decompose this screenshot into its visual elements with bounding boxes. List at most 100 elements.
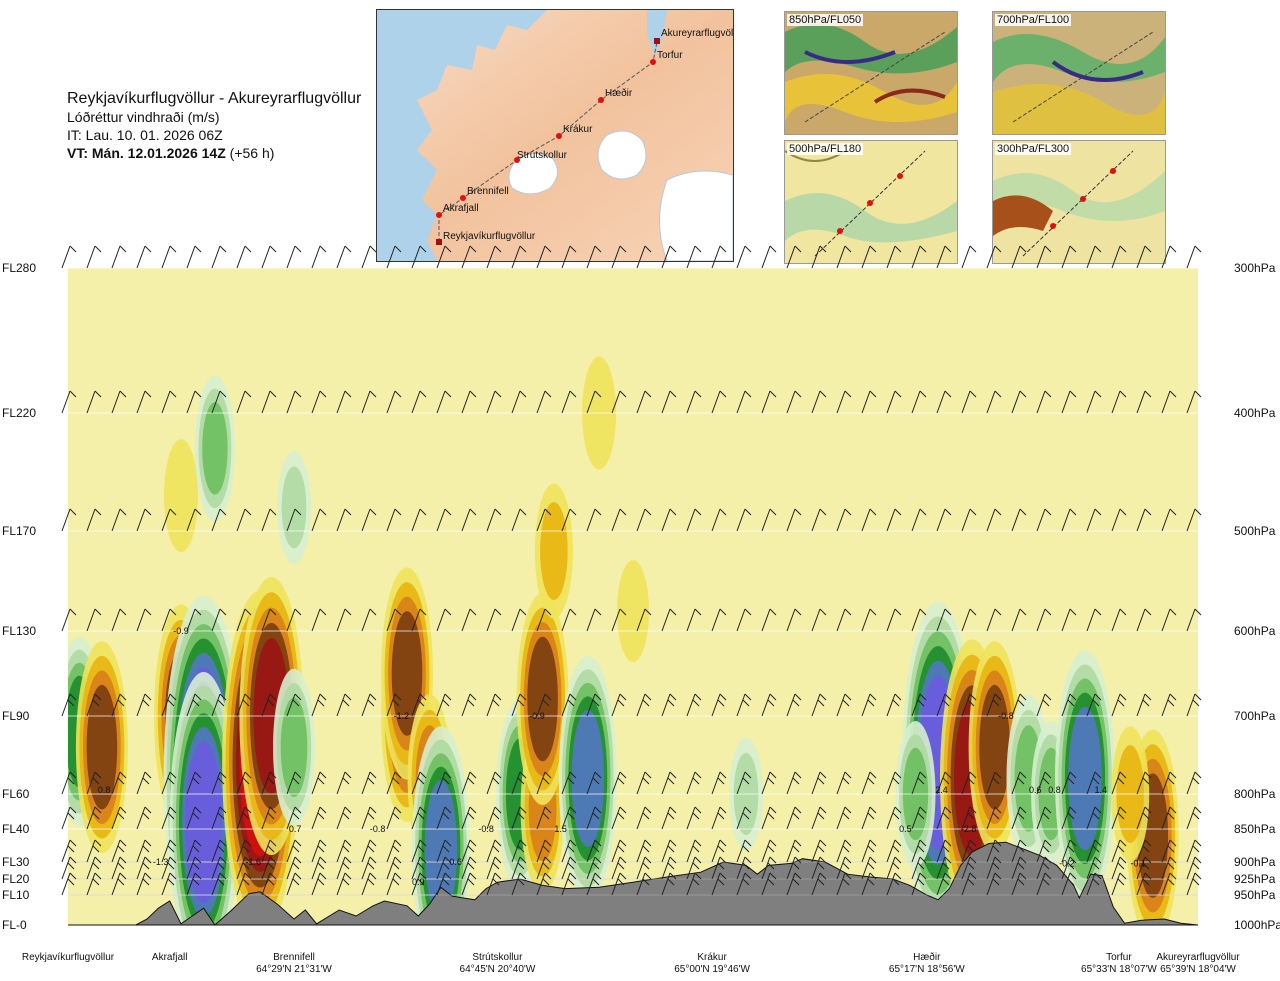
- wind-barb-feather: [744, 508, 752, 516]
- fl-label-4: FL90: [2, 709, 30, 723]
- wind-barb-feather: [969, 390, 977, 398]
- wind-barb-feather: [669, 839, 677, 847]
- wind-barb-feather-2: [392, 878, 400, 886]
- wind-barb-staff: [561, 872, 571, 896]
- wind-barb-staff: [361, 771, 371, 795]
- wind-barb-feather: [369, 806, 377, 814]
- wind-barb-staff: [136, 771, 146, 795]
- wind-barb-feather: [819, 806, 827, 814]
- wind-barb-feather-2: [967, 699, 975, 707]
- wind-barb-staff: [261, 771, 271, 795]
- wind-barb-staff: [986, 390, 996, 414]
- wind-barb-feather: [244, 608, 252, 616]
- wind-barb: [311, 872, 327, 896]
- wind-barb-feather: [519, 856, 527, 864]
- wind-barb-staff: [511, 771, 521, 795]
- wind-barb-feather-2: [942, 845, 950, 853]
- wind-barb-feather: [319, 508, 327, 516]
- wind-barb: [1061, 806, 1077, 830]
- wind-barb-staff: [86, 872, 96, 896]
- wind-barb: [711, 608, 727, 632]
- wind-barb: [411, 245, 427, 269]
- wind-barb-feather: [119, 245, 127, 253]
- wind-barb-feather: [619, 508, 627, 516]
- wind-barb-feather: [769, 608, 777, 616]
- wind-barb-staff: [111, 856, 121, 880]
- wind-barb-feather: [1044, 806, 1052, 814]
- wind-barb: [1161, 856, 1177, 880]
- wind-barb-feather: [119, 608, 127, 616]
- wind-barb-feather-2: [1092, 845, 1100, 853]
- wind-barb: [286, 693, 302, 717]
- wind-barb: [486, 839, 502, 863]
- wind-barb: [886, 839, 902, 863]
- wind-barb-staff: [311, 806, 321, 830]
- wind-barb-staff: [1086, 839, 1096, 863]
- wind-barb: [1036, 856, 1052, 880]
- wind-barb: [286, 806, 302, 830]
- wind-barb-feather: [569, 508, 577, 516]
- wind-barb: [1061, 872, 1077, 896]
- wind-barb: [186, 693, 202, 717]
- wind-barb-feather-2: [742, 699, 750, 707]
- wind-barb-staff: [586, 771, 596, 795]
- wind-barb: [661, 693, 677, 717]
- wind-barb-feather: [469, 608, 477, 616]
- wind-barb-feather: [94, 245, 102, 253]
- wind-barb: [436, 839, 452, 863]
- wind-barb: [1161, 806, 1177, 830]
- wind-barb-staff: [1136, 693, 1146, 717]
- wind-barb-staff: [536, 245, 546, 269]
- wind-barb-feather-2: [692, 862, 700, 870]
- wind-barb: [136, 608, 152, 632]
- wind-barb: [961, 771, 977, 795]
- wind-barb: [61, 508, 77, 532]
- wind-barb-staff: [336, 806, 346, 830]
- wind-barb-staff: [936, 839, 946, 863]
- wind-barb-staff: [561, 806, 571, 830]
- wind-barb-staff: [261, 856, 271, 880]
- wind-barb-feather: [1194, 245, 1202, 253]
- wind-barb-staff: [611, 839, 621, 863]
- wind-barb-staff: [936, 872, 946, 896]
- wind-barb-feather-2: [167, 699, 175, 707]
- valid-time: VT: Mán. 12.01.2026 14Z (+56 h): [67, 144, 387, 162]
- wind-barb: [611, 245, 627, 269]
- wind-barb-feather: [744, 856, 752, 864]
- wind-barb-staff: [736, 245, 746, 269]
- wind-barb-staff: [536, 872, 546, 896]
- wind-barb-feather: [244, 508, 252, 516]
- wind-barb-staff: [1011, 390, 1021, 414]
- wind-barb-staff: [236, 390, 246, 414]
- wind-barb-staff: [586, 693, 596, 717]
- wind-barb: [1136, 856, 1152, 880]
- location-name-3: Strútskollur: [472, 952, 523, 963]
- wind-barb-feather: [1019, 856, 1027, 864]
- wind-barb-feather-2: [967, 812, 975, 820]
- wind-barb: [586, 245, 602, 269]
- wind-barb: [411, 856, 427, 880]
- wind-barb-feather-2: [967, 777, 975, 785]
- wind-barb-feather: [894, 608, 902, 616]
- wind-barb-staff: [1136, 508, 1146, 532]
- wind-barb-feather: [869, 806, 877, 814]
- wind-barb-staff: [436, 693, 446, 717]
- wind-barb-feather-2: [717, 845, 725, 853]
- wind-barb-staff: [911, 508, 921, 532]
- route-map-svg: Akureyrarflugvöllur Torfur Hæðir Krákur …: [377, 10, 733, 261]
- wind-barb: [1136, 771, 1152, 795]
- wind-barb-feather: [744, 693, 752, 701]
- hpa-label-1: 400hPa: [1234, 406, 1276, 420]
- route-point-label-0: Akureyrarflugvöllur: [661, 28, 733, 39]
- wind-barb-feather: [1069, 608, 1077, 616]
- wind-barb: [811, 771, 827, 795]
- wind-barb: [861, 245, 877, 269]
- wind-barb-feather: [944, 508, 952, 516]
- wind-barb-staff: [461, 390, 471, 414]
- hpa-label-3: 600hPa: [1234, 624, 1276, 638]
- route-point-label-2: Hæðir: [605, 87, 633, 99]
- wind-barb-feather-2: [242, 878, 250, 886]
- wind-barb-feather-2: [742, 777, 750, 785]
- wind-barb-staff: [686, 839, 696, 863]
- wind-barb: [311, 839, 327, 863]
